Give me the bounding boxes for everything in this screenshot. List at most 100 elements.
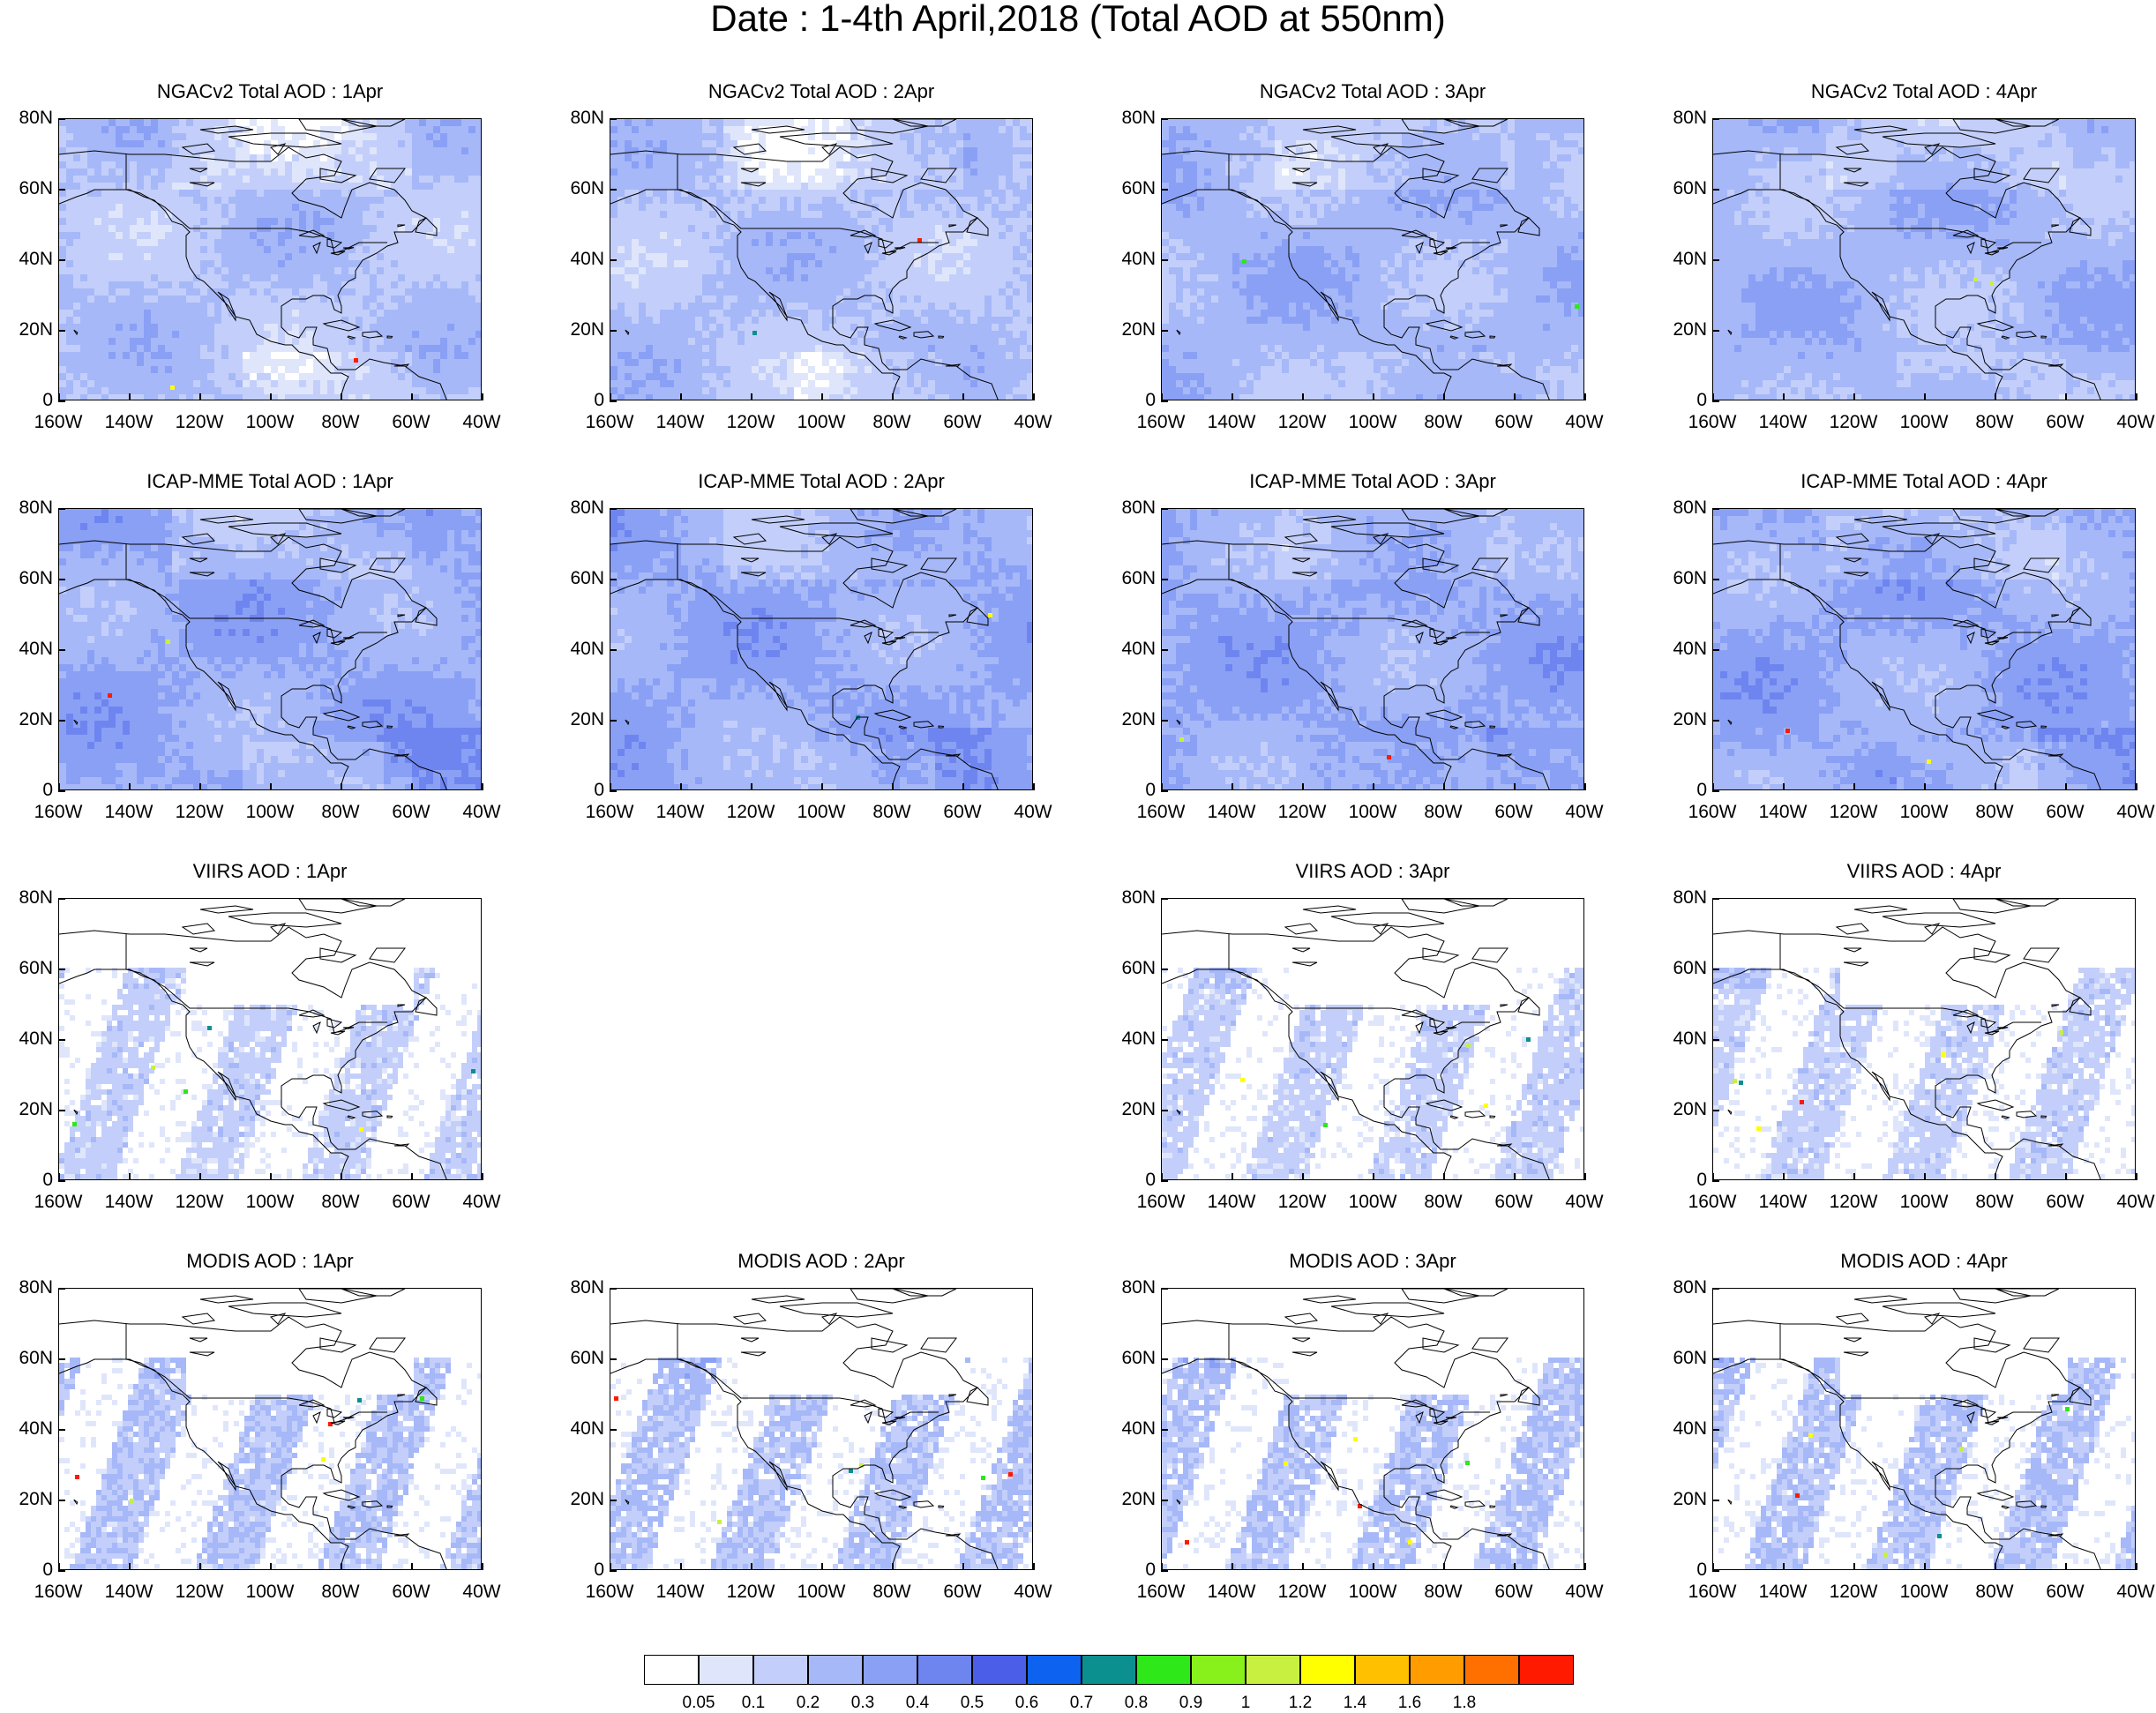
x-tick-mark	[962, 393, 964, 400]
y-tick-mark	[1712, 118, 1719, 120]
x-tick-label: 140W	[645, 803, 715, 822]
x-tick-mark	[129, 783, 131, 790]
y-tick-label: 20N	[4, 710, 53, 729]
y-tick-label: 0	[555, 781, 604, 800]
island-outline	[1331, 913, 1444, 927]
y-tick-label: 40N	[4, 250, 53, 269]
x-tick-label: 80W	[1408, 1582, 1479, 1602]
colorbar-swatch	[699, 1655, 753, 1685]
x-tick-label: 120W	[164, 413, 235, 432]
x-tick-mark	[680, 393, 682, 400]
y-tick-mark	[610, 720, 617, 722]
y-tick-mark	[1712, 1288, 1719, 1290]
y-tick-label: 0	[1658, 1560, 1707, 1580]
lake-outline	[1292, 948, 1310, 952]
lake-outline	[190, 948, 207, 952]
colorbar-swatch	[753, 1655, 808, 1685]
y-tick-label: 80N	[1106, 498, 1156, 518]
x-tick-mark	[1783, 1173, 1785, 1180]
y-tick-label: 40N	[1106, 250, 1156, 269]
x-tick-mark	[2065, 1173, 2067, 1180]
x-tick-label: 40W	[446, 803, 517, 822]
y-tick-mark	[610, 1570, 617, 1572]
x-tick-mark	[58, 1173, 60, 1180]
x-tick-mark	[199, 393, 201, 400]
y-tick-label: 40N	[1658, 1419, 1707, 1439]
island-outline	[1285, 1313, 1317, 1324]
y-tick-mark	[1712, 1110, 1719, 1111]
colorbar-swatch	[1300, 1655, 1355, 1685]
y-tick-label: 40N	[1658, 250, 1707, 269]
panel-title: NGACv2 Total AOD : 3Apr	[1108, 81, 1637, 102]
y-tick-label: 0	[1106, 391, 1156, 410]
x-tick-mark	[1853, 1563, 1855, 1570]
colorbar-label: 1.6	[1383, 1694, 1436, 1713]
y-tick-label: 0	[1106, 1171, 1156, 1190]
island-outline	[1450, 1506, 1457, 1508]
island-outline	[780, 1303, 893, 1317]
x-tick-label: 60W	[1479, 803, 1549, 822]
panel-title: NGACv2 Total AOD : 4Apr	[1659, 81, 2156, 102]
x-tick-mark	[1033, 393, 1035, 400]
x-tick-label: 80W	[1959, 413, 2030, 432]
x-tick-mark	[270, 1173, 272, 1180]
y-tick-mark	[58, 1288, 65, 1290]
y-tick-label: 80N	[555, 498, 604, 518]
x-tick-label: 40W	[2100, 803, 2156, 822]
y-tick-mark	[1712, 1429, 1719, 1431]
x-tick-label: 140W	[94, 1193, 164, 1212]
x-tick-mark	[1712, 1173, 1714, 1180]
x-tick-mark	[1783, 783, 1785, 790]
panel-title: NGACv2 Total AOD : 1Apr	[5, 81, 535, 102]
island-outline	[1423, 948, 1458, 962]
y-tick-mark	[1161, 400, 1168, 402]
y-tick-label: 20N	[1106, 320, 1156, 340]
panel-title: ICAP-MME Total AOD : 4Apr	[1659, 471, 2156, 492]
colorbar-label: 0.6	[1000, 1694, 1053, 1713]
y-tick-label: 20N	[4, 1490, 53, 1509]
x-tick-label: 80W	[1959, 1582, 2030, 1602]
x-tick-label: 40W	[446, 1582, 517, 1602]
panel-title: MODIS AOD : 1Apr	[5, 1251, 535, 1272]
x-tick-mark	[1584, 393, 1586, 400]
y-tick-mark	[1712, 898, 1719, 900]
x-tick-mark	[270, 783, 272, 790]
y-tick-mark	[610, 330, 617, 332]
x-tick-label: 100W	[235, 1582, 305, 1602]
x-tick-mark	[270, 393, 272, 400]
x-tick-label: 40W	[446, 1193, 517, 1212]
lake-outline	[1292, 1338, 1310, 1342]
x-tick-mark	[1995, 1563, 1996, 1570]
island-outline	[320, 948, 356, 962]
colorbar-label: 0.4	[891, 1694, 944, 1713]
y-tick-label: 60N	[1658, 1349, 1707, 1368]
y-tick-mark	[1712, 330, 1719, 332]
x-tick-label: 60W	[376, 1193, 446, 1212]
y-tick-mark	[1161, 720, 1168, 722]
y-tick-label: 60N	[4, 179, 53, 198]
x-tick-mark	[1443, 1173, 1445, 1180]
y-tick-mark	[58, 259, 65, 261]
y-tick-label: 60N	[1106, 959, 1156, 978]
x-tick-label: 120W	[715, 413, 786, 432]
y-tick-label: 20N	[1658, 320, 1707, 340]
y-tick-label: 40N	[555, 250, 604, 269]
x-tick-label: 120W	[164, 1193, 235, 1212]
island-outline	[370, 1338, 405, 1352]
aod-map	[58, 898, 482, 1180]
x-tick-mark	[680, 1563, 682, 1570]
y-tick-label: 40N	[4, 640, 53, 659]
colorbar-swatch	[972, 1655, 1027, 1685]
x-tick-mark	[1443, 1563, 1445, 1570]
island-outline	[1974, 1338, 2010, 1352]
x-tick-label: 100W	[1337, 1582, 1408, 1602]
x-tick-mark	[2065, 783, 2067, 790]
panel-title: VIIRS AOD : 3Apr	[1108, 861, 1637, 882]
panel-title: ICAP-MME Total AOD : 3Apr	[1108, 471, 1637, 492]
x-tick-label: 80W	[1959, 803, 2030, 822]
island-outline	[228, 1303, 341, 1317]
y-tick-label: 40N	[555, 640, 604, 659]
panel-title: MODIS AOD : 2Apr	[557, 1251, 1086, 1272]
x-tick-label: 120W	[715, 803, 786, 822]
